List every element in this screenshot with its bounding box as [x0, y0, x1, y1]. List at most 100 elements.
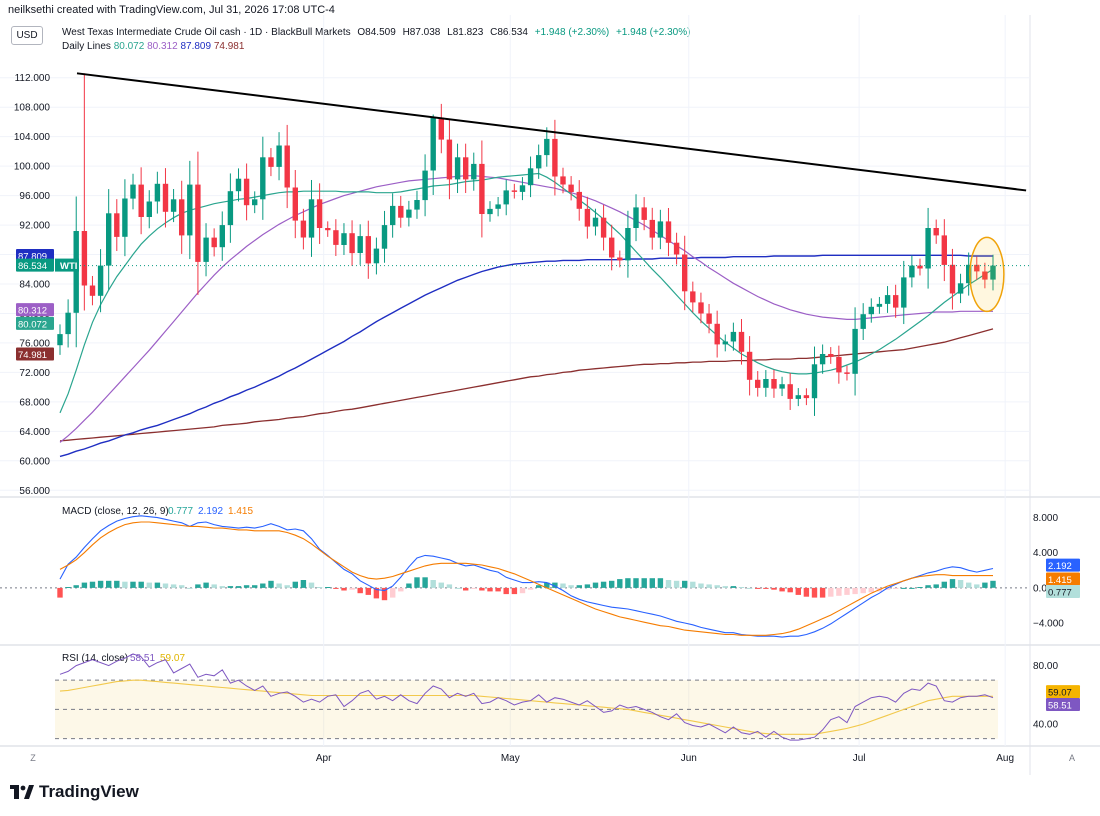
ohlc-low: L81.823: [447, 27, 484, 38]
tradingview-brand: TradingView: [10, 782, 139, 802]
price-tick-label: 112.000: [15, 73, 51, 84]
macd-hist-bar: [519, 587, 526, 594]
candle-body: [316, 199, 323, 228]
macd-hist-bar: [219, 586, 225, 588]
last-price-tag: 86.534: [16, 258, 54, 272]
macd-hist-bar: [714, 585, 720, 588]
time-tick-label: Jul: [853, 753, 866, 764]
macd-hist-bar: [479, 587, 485, 591]
candle-body: [690, 291, 696, 303]
timezone-icon: Z: [30, 753, 36, 763]
macd-hist-bar: [819, 587, 826, 598]
macd-hist-bar: [187, 587, 193, 589]
macd-tick-label: −4.000: [1033, 619, 1064, 630]
macd-hist-bar: [957, 580, 964, 588]
last-price-tag-text: 86.534: [18, 261, 47, 272]
macd-hist-bar: [333, 587, 339, 589]
macd-hist-bar: [316, 587, 323, 588]
macd-hist-bar: [227, 586, 234, 588]
macd-hist-bar: [106, 580, 112, 588]
rsi-title: RSI (14, close): [62, 653, 128, 664]
macd-hist-bar: [73, 585, 79, 588]
macd-hist-bar: [649, 578, 655, 588]
macd-hist-bar: [706, 584, 712, 588]
macd-hist-bar: [917, 587, 923, 588]
macd-hist-bar: [746, 587, 753, 589]
signal-tag: 1.415: [1046, 572, 1080, 586]
candle-body: [714, 323, 720, 345]
macd-hist-bar: [300, 580, 307, 588]
candle-body: [576, 191, 582, 209]
candle-body: [893, 295, 899, 308]
candle-body: [738, 331, 745, 352]
candle-body: [925, 228, 931, 269]
macd-hist-bar: [763, 587, 769, 589]
macd-hist-bar: [422, 577, 428, 588]
macd-hist-bar: [308, 582, 315, 588]
macd-hist-bar: [909, 587, 915, 589]
candle-body: [657, 221, 664, 238]
macd-hist-bar: [89, 581, 96, 588]
trendline: [76, 72, 1027, 192]
ma-legend-value-200: 74.981: [213, 41, 245, 52]
sma20-tag-text: 80.072: [18, 319, 47, 330]
macd-hist-bar: [560, 583, 566, 588]
signal-tag-text: 1.415: [1048, 575, 1072, 586]
macd-hist-bar: [146, 582, 152, 588]
candle-body: [901, 277, 907, 308]
candle-body: [114, 213, 120, 237]
macd-hist-bar: [114, 580, 120, 588]
candle-body: [763, 379, 769, 388]
candle-body: [219, 225, 225, 248]
macd-hist-bar: [57, 587, 63, 598]
macd-hist-bar: [722, 586, 728, 588]
macd-hist-bar: [901, 587, 907, 589]
candle-body: [146, 201, 152, 217]
candle-body: [357, 236, 363, 253]
tradingview-logo-icon: [10, 785, 34, 799]
candle-body: [957, 283, 964, 294]
macd-hist-bar: [398, 587, 404, 592]
candle-body: [852, 328, 858, 374]
candle-body: [187, 184, 193, 236]
macd-hist-bar: [179, 585, 185, 588]
candle-body: [154, 183, 161, 202]
macd-title: MACD (close, 12, 26, 9): [62, 506, 169, 517]
rsi-tag-bg: [1046, 697, 1080, 711]
chart-canvas[interactable]: 112.000 108.000 104.000 100.000 96.000 92.000…: [0, 0, 1100, 775]
macd-hist-bar: [925, 585, 931, 588]
candle-body: [438, 117, 444, 140]
candle-body: [673, 242, 680, 255]
sma200-tag-text: 74.981: [18, 350, 47, 361]
candle-body: [819, 354, 826, 365]
candle-body: [252, 199, 258, 206]
macd-hist-bar: [527, 587, 534, 590]
macd-hist-bar: [868, 587, 874, 593]
macd-hist-bar: [471, 587, 477, 589]
macd-hist-bar: [390, 587, 396, 598]
candle-body: [609, 237, 615, 258]
auto-scale-icon: A: [1069, 753, 1075, 763]
rsi-tag: 58.51: [1046, 697, 1080, 711]
candle-body: [836, 356, 842, 373]
macd-hist-bar: [243, 585, 250, 588]
candle-body: [682, 254, 688, 292]
macd-tag: 2.192: [1046, 558, 1080, 572]
macd-hist-bar: [576, 585, 582, 588]
macd-hist-bar: [235, 586, 242, 588]
sma50-tag-bg: [16, 303, 54, 317]
macd-hist-bar: [203, 582, 209, 588]
price-tick-label: 76.000: [19, 338, 50, 349]
macd-hist-bar: [673, 580, 680, 588]
candle-body: [795, 395, 801, 399]
hist-tag: 0.777: [1046, 585, 1080, 599]
macd-hist-bar: [138, 581, 144, 588]
candle-body: [779, 384, 785, 389]
macd-hist-bar: [463, 587, 469, 591]
time-tick-label: Aug: [996, 753, 1014, 764]
candle-body: [373, 248, 380, 264]
candle-body: [844, 372, 850, 374]
currency-button[interactable]: USD: [11, 26, 43, 45]
macd-value-macd: 2.192: [198, 506, 223, 517]
macd-hist-bar: [292, 581, 298, 588]
